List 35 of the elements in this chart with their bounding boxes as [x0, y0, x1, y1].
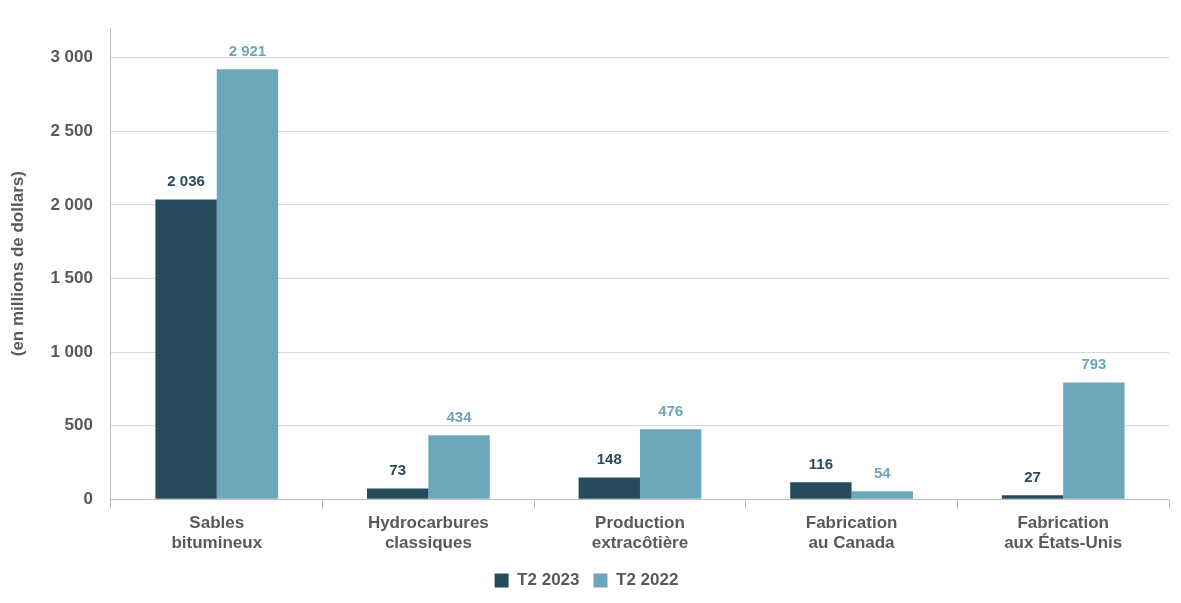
y-tick-label: 500: [64, 415, 93, 435]
x-tick-label: Sables bitumineux: [171, 513, 263, 553]
y-axis-title: (en millions de dollars): [7, 171, 27, 357]
x-tick-label: Fabrication aux États-Unis: [1004, 513, 1123, 553]
data-label: 2 921: [228, 41, 267, 59]
y-tick-label: 1 000: [50, 341, 93, 361]
bar: [155, 199, 217, 499]
y-tick-label: 3 000: [50, 47, 93, 67]
data-label: 2 036: [167, 172, 205, 190]
bar: [1001, 495, 1064, 499]
x-tick-label: Fabrication au Canada: [805, 513, 898, 553]
data-label: 27: [1024, 467, 1041, 485]
bar: [366, 488, 429, 499]
bar: [216, 69, 279, 499]
data-label: 116: [808, 454, 833, 472]
data-label: 476: [658, 401, 684, 419]
data-label: 148: [596, 450, 622, 468]
bar: [428, 435, 490, 499]
data-label: 793: [1081, 355, 1107, 373]
bar: [578, 477, 640, 499]
data-label: 73: [389, 461, 407, 479]
x-tick-label: Production extracôtière: [591, 513, 689, 553]
bar: [1063, 382, 1125, 499]
legend-label: T2 2022: [616, 570, 679, 590]
bar: [851, 491, 913, 499]
bar: [790, 482, 852, 499]
y-tick-label: 0: [83, 488, 93, 508]
y-tick-label: 1 500: [50, 268, 93, 288]
x-tick-label: Hydrocarbures classiques: [367, 513, 489, 553]
data-label: 434: [446, 407, 473, 425]
data-label: 54: [873, 463, 892, 481]
y-tick-label: 2 500: [50, 120, 93, 140]
y-tick-label: 2 000: [50, 194, 93, 214]
legend-label: T2 2023: [517, 570, 580, 590]
bar: [639, 429, 702, 499]
